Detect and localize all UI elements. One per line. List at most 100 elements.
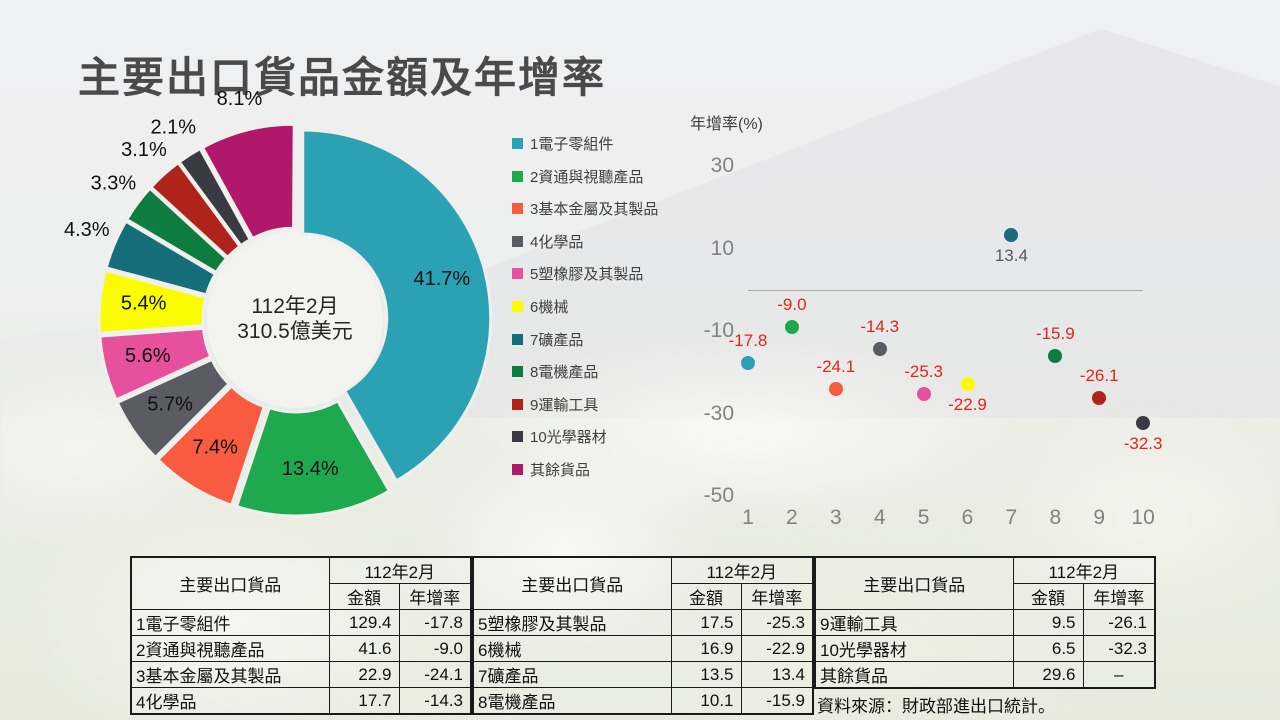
donut-slice-4 <box>115 357 232 460</box>
scatter-value-label: -14.3 <box>860 316 900 336</box>
cell-name: 7礦產品 <box>472 661 672 688</box>
table-row: 7礦產品 13.5 13.4 <box>472 661 814 688</box>
legend-swatch <box>512 235 523 247</box>
legend-label: 1電子零組件 <box>530 136 614 153</box>
legend-item-3: 3基本金屬及其製品 <box>512 199 658 218</box>
legend-swatch <box>512 366 523 378</box>
table-header-yoy: 年增率 <box>1082 583 1156 610</box>
legend-label: 5塑橡膠及其製品 <box>530 266 644 284</box>
cell-amount: 13.5 <box>670 661 742 688</box>
cell-yoy: 13.4 <box>740 661 814 688</box>
scatter-point-5 <box>916 387 931 402</box>
legend-swatch <box>512 268 523 280</box>
donut-slice-6 <box>97 268 208 336</box>
legend-swatch <box>512 300 523 312</box>
cell-amount: 29.6 <box>1012 661 1084 689</box>
donut-chart: 41.7% 13.4% 7.4% 5.7% 5.6% 5.4% 4.3% 3.3% 3.1% 2.… <box>55 88 545 558</box>
x-axis-tick: 5 <box>917 506 930 529</box>
legend-swatch <box>512 333 523 345</box>
legend-label: 9運輸工具 <box>530 396 599 414</box>
donut-slice-label: 3.3% <box>91 172 137 194</box>
legend-item-4: 4化學品 <box>512 232 658 251</box>
donut-slice-label: 13.4% <box>282 458 339 480</box>
y-axis-tick: -50 <box>703 484 734 507</box>
legend-swatch <box>512 203 523 215</box>
scatter-point-4 <box>872 341 887 356</box>
legend-label: 8電機產品 <box>530 364 599 382</box>
table-header-amount: 金額 <box>670 583 742 610</box>
table-row: 5塑橡膠及其製品 17.5 -25.3 <box>472 609 814 636</box>
x-axis-tick: 7 <box>1005 506 1018 529</box>
table-row: 4化學品 17.7 -14.3 <box>130 687 472 715</box>
scatter-value-label: -26.1 <box>1079 365 1119 385</box>
legend-item-8: 8電機產品 <box>512 362 658 381</box>
donut-hole <box>207 232 383 408</box>
legend-item-9: 9運輸工具 <box>512 395 658 414</box>
legend-item-11: 其餘貨品 <box>512 460 658 479</box>
donut-slice-label: 7.4% <box>192 436 238 458</box>
legend-item-5: 5塑橡膠及其製品 <box>512 264 658 283</box>
scatter-point-9 <box>1092 390 1107 405</box>
scatter-point-10 <box>1136 416 1151 431</box>
scatter-y-axis-title: 年增率(%) <box>690 116 763 133</box>
table-header-yoy: 年增率 <box>398 583 472 610</box>
cell-yoy: -25.3 <box>740 609 814 636</box>
legend-label: 6機械 <box>530 298 569 316</box>
table-row: 8電機產品 10.1 -15.9 <box>472 687 814 715</box>
x-axis-tick: 2 <box>786 506 798 529</box>
table-header-period: 112年2月 <box>670 556 814 584</box>
scatter-point-6 <box>960 377 975 392</box>
scatter-point-3 <box>828 382 843 397</box>
table-row: 2資通與視聽產品 41.6 -9.0 <box>130 635 472 662</box>
x-axis-tick: 8 <box>1049 506 1062 529</box>
scatter-value-label: -22.9 <box>948 395 987 415</box>
cell-name: 1電子零組件 <box>130 609 330 636</box>
cell-name: 6機械 <box>472 635 672 662</box>
table-section-1: 主要出口貨品 112年2月 金額 年增率 1電子零組件 129.4 -17.8 2資通與視聽產… <box>130 556 472 715</box>
cell-yoy: -32.3 <box>1082 635 1156 662</box>
donut-slice-label: 41.7% <box>414 268 471 290</box>
donut-slice-label: 8.1% <box>217 88 263 110</box>
donut-slice-label: 2.1% <box>151 117 197 139</box>
x-axis-tick: 4 <box>873 506 886 529</box>
cell-amount: 129.4 <box>328 609 400 636</box>
cell-yoy: -17.8 <box>398 609 472 636</box>
legend-label: 4化學品 <box>530 233 584 251</box>
cell-yoy: -15.9 <box>740 687 814 715</box>
table-header-period: 112年2月 <box>328 556 472 584</box>
cell-name: 其餘貨品 <box>814 661 1014 689</box>
scatter-point-1 <box>741 356 755 371</box>
x-axis-tick: 3 <box>829 506 842 529</box>
legend-swatch <box>512 431 523 443</box>
scatter-point-2 <box>784 320 799 335</box>
table-section-3: 主要出口貨品 112年2月 金額 年增率 9運輸工具 9.5 -26.1 10光學器材 6.5-… <box>814 556 1156 717</box>
cell-yoy: -14.3 <box>398 687 472 715</box>
table-header-name: 主要出口貨品 <box>130 556 330 610</box>
cell-yoy: -26.1 <box>1082 609 1156 636</box>
scatter-value-label: -15.9 <box>1035 323 1075 343</box>
scatter-value-label: -24.1 <box>816 357 856 377</box>
table-grid-1: 主要出口貨品 112年2月 金額 年增率 1電子零組件 129.4 -17.8 2資通與視聽產… <box>130 556 472 715</box>
cell-amount: 17.7 <box>328 687 400 715</box>
donut-slice-label: 5.6% <box>125 345 171 367</box>
table-grid-3: 主要出口貨品 112年2月 金額 年增率 9運輸工具 9.5 -26.1 10光學器材 6.5-… <box>814 556 1156 689</box>
legend-swatch <box>512 170 523 182</box>
table-header-period: 112年2月 <box>1012 556 1156 584</box>
source-note: 資料來源：財政部進出口統計。 <box>817 697 1055 716</box>
donut-slice-7 <box>104 219 218 297</box>
table-row: 10光學器材 6.5 -32.3 <box>814 635 1156 662</box>
cell-name: 9運輸工具 <box>814 609 1014 636</box>
zero-baseline <box>748 290 1144 291</box>
legend-label: 2資通與視聽產品 <box>530 168 644 186</box>
legend-item-7: 7礦產品 <box>512 330 658 349</box>
table-row: 其餘貨品 29.6– <box>814 661 1156 689</box>
donut-slice-11 <box>200 122 296 241</box>
donut-slice-3 <box>155 384 267 508</box>
cell-amount: 9.5 <box>1012 609 1084 636</box>
table-row: 1電子零組件 129.4 -17.8 <box>130 609 472 636</box>
y-axis-tick: 10 <box>710 236 734 260</box>
donut-slice-label: 5.4% <box>121 293 167 315</box>
legend: 1電子零組件 2資通與視聽產品 3基本金屬及其製品 4化學品 5塑橡膠及其製品 6機械 7礦… <box>512 134 658 479</box>
legend-label: 其餘貨品 <box>530 461 591 479</box>
